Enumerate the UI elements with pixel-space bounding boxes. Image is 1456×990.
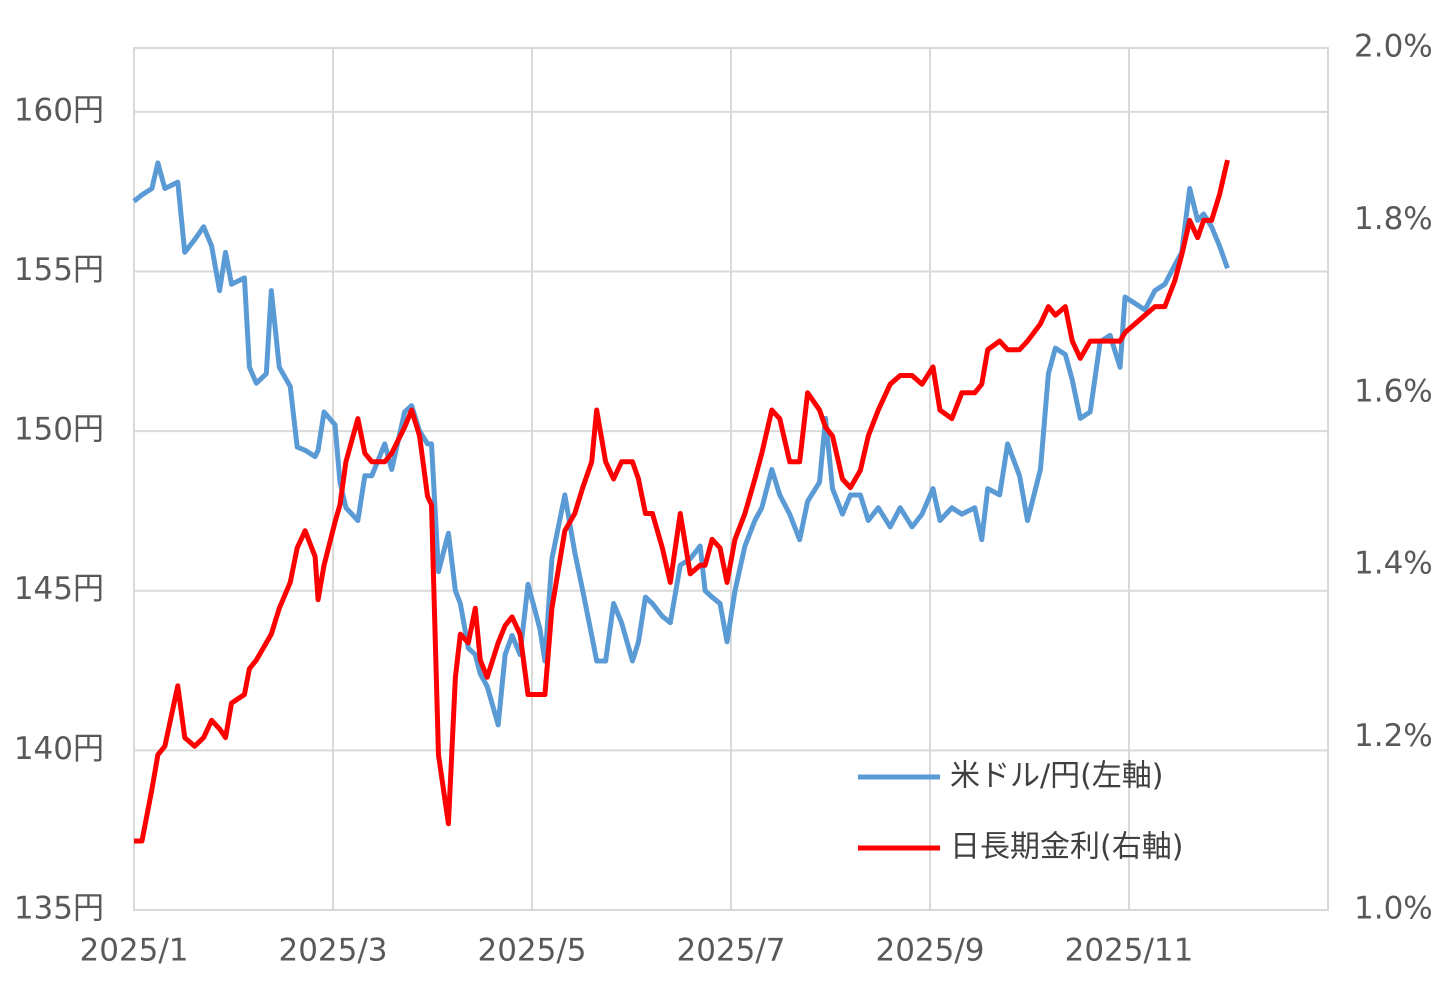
- y2-tick-label: 1.2%: [1354, 718, 1433, 754]
- y2-tick-label: 2.0%: [1354, 29, 1433, 65]
- y-tick-label: 140円: [14, 731, 104, 767]
- y-tick-label: 160円: [14, 92, 104, 128]
- y-tick-label: 155円: [14, 252, 104, 288]
- y2-tick-label: 1.8%: [1354, 201, 1433, 237]
- legend-label: 日長期金利(右軸): [950, 830, 1183, 865]
- line-series: [134, 159, 1230, 844]
- line-series: [132, 160, 1230, 728]
- x-tick-label: 2025/5: [477, 933, 586, 969]
- x-tick-label: 2025/7: [676, 933, 785, 969]
- y2-tick-label: 1.0%: [1354, 891, 1433, 927]
- y2-tick-label: 1.4%: [1354, 546, 1433, 582]
- y-tick-label: 150円: [14, 412, 104, 448]
- y-tick-label: 145円: [14, 571, 104, 607]
- x-tick-label: 2025/11: [1065, 933, 1194, 969]
- y-tick-label: 135円: [14, 891, 104, 927]
- y2-tick-label: 1.6%: [1354, 373, 1433, 409]
- x-tick-label: 2025/3: [278, 933, 387, 969]
- x-tick-label: 2025/1: [79, 933, 188, 969]
- legend-label: 米ドル/円(左軸): [950, 759, 1164, 794]
- x-tick-label: 2025/9: [875, 933, 984, 969]
